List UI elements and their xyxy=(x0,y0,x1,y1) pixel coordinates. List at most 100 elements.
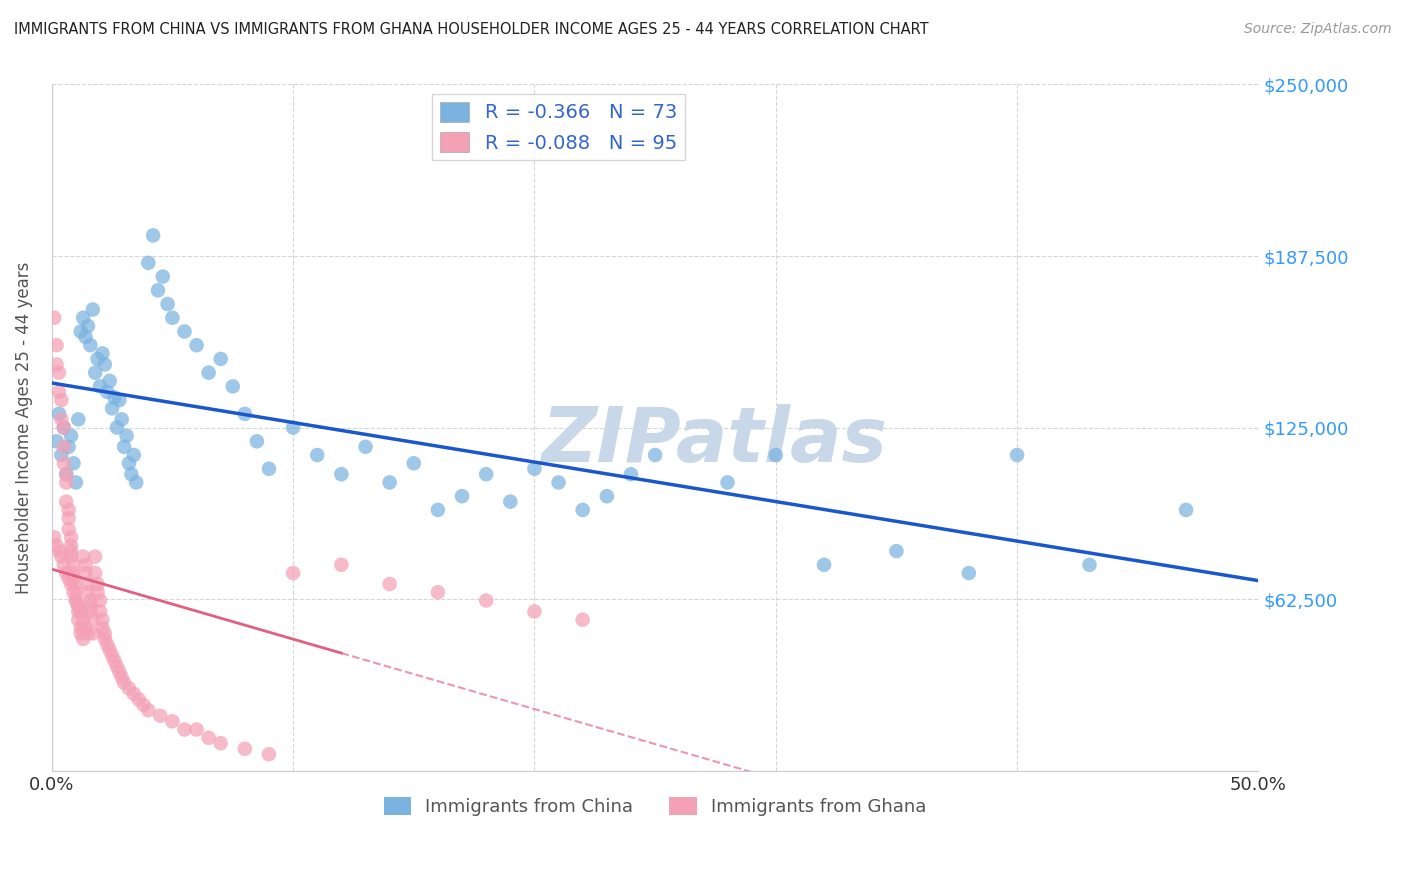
Point xyxy=(58,511,80,525)
Point xyxy=(307,448,329,462)
Point xyxy=(45,434,67,449)
Point xyxy=(60,549,83,564)
Point xyxy=(44,310,66,325)
Point xyxy=(55,475,77,490)
Point xyxy=(246,434,269,449)
Point xyxy=(112,440,135,454)
Point xyxy=(84,566,107,580)
Point xyxy=(105,659,128,673)
Point xyxy=(77,626,100,640)
Point xyxy=(111,670,134,684)
Point xyxy=(48,366,70,380)
Point xyxy=(94,632,117,646)
Point xyxy=(62,558,84,572)
Point xyxy=(644,448,666,462)
Point xyxy=(330,558,353,572)
Point xyxy=(132,698,155,712)
Point xyxy=(813,558,835,572)
Point xyxy=(51,549,73,564)
Point xyxy=(426,503,449,517)
Point xyxy=(72,632,94,646)
Point xyxy=(103,654,125,668)
Point xyxy=(52,456,75,470)
Point xyxy=(499,494,522,508)
Point xyxy=(136,256,159,270)
Point xyxy=(60,429,83,443)
Point xyxy=(1005,448,1028,462)
Point xyxy=(122,687,145,701)
Point xyxy=(620,467,643,482)
Point xyxy=(197,366,219,380)
Point xyxy=(103,390,125,404)
Point xyxy=(48,407,70,421)
Point xyxy=(475,467,498,482)
Point xyxy=(426,585,449,599)
Point xyxy=(94,358,117,372)
Point xyxy=(101,401,124,416)
Point xyxy=(128,692,150,706)
Point xyxy=(108,665,131,679)
Point xyxy=(257,747,280,762)
Y-axis label: Householder Income Ages 25 - 44 years: Householder Income Ages 25 - 44 years xyxy=(15,261,32,594)
Point xyxy=(281,420,304,434)
Point xyxy=(118,681,141,696)
Point xyxy=(62,572,84,586)
Point xyxy=(186,723,208,737)
Point xyxy=(86,585,108,599)
Point xyxy=(72,549,94,564)
Point xyxy=(55,467,77,482)
Point xyxy=(89,605,111,619)
Point xyxy=(67,599,90,613)
Point xyxy=(55,494,77,508)
Point xyxy=(58,440,80,454)
Point xyxy=(58,572,80,586)
Point xyxy=(72,613,94,627)
Point xyxy=(51,412,73,426)
Point xyxy=(60,539,83,553)
Point xyxy=(79,599,101,613)
Point xyxy=(197,731,219,745)
Point xyxy=(44,530,66,544)
Point xyxy=(886,544,908,558)
Point xyxy=(69,621,91,635)
Point xyxy=(149,708,172,723)
Point xyxy=(51,393,73,408)
Point xyxy=(65,475,87,490)
Point xyxy=(69,605,91,619)
Point xyxy=(957,566,980,580)
Point xyxy=(52,420,75,434)
Point xyxy=(222,379,245,393)
Point xyxy=(98,374,121,388)
Point xyxy=(98,643,121,657)
Point xyxy=(523,605,546,619)
Point xyxy=(330,467,353,482)
Point xyxy=(146,283,169,297)
Point xyxy=(1175,503,1198,517)
Point xyxy=(281,566,304,580)
Point xyxy=(118,456,141,470)
Point xyxy=(378,475,401,490)
Point xyxy=(402,456,425,470)
Point xyxy=(112,676,135,690)
Point xyxy=(67,412,90,426)
Point xyxy=(209,351,232,366)
Point xyxy=(451,489,474,503)
Point xyxy=(115,429,138,443)
Point xyxy=(152,269,174,284)
Point xyxy=(67,605,90,619)
Point xyxy=(186,338,208,352)
Point xyxy=(111,412,134,426)
Point xyxy=(45,358,67,372)
Point xyxy=(84,549,107,564)
Point xyxy=(716,475,738,490)
Point xyxy=(75,621,97,635)
Point xyxy=(52,558,75,572)
Point xyxy=(91,621,114,635)
Point xyxy=(233,407,256,421)
Point xyxy=(52,420,75,434)
Point xyxy=(96,384,118,399)
Text: IMMIGRANTS FROM CHINA VS IMMIGRANTS FROM GHANA HOUSEHOLDER INCOME AGES 25 - 44 Y: IMMIGRANTS FROM CHINA VS IMMIGRANTS FROM… xyxy=(14,22,929,37)
Point xyxy=(173,723,195,737)
Point xyxy=(571,613,593,627)
Point xyxy=(82,302,104,317)
